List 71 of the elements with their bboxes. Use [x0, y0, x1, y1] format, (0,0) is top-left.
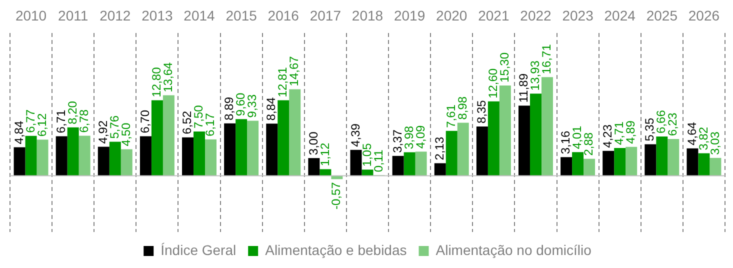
- data-label: 4,50: [118, 122, 133, 146]
- data-label: 16,71: [540, 44, 554, 74]
- x-tick-label: 2024: [604, 7, 636, 24]
- data-label: 4,09: [413, 124, 428, 149]
- data-label: 5,76: [107, 115, 122, 139]
- legend-label: Índice Geral: [160, 242, 236, 258]
- x-tick-label: 2022: [520, 7, 552, 24]
- data-label: 3,37: [390, 129, 404, 153]
- data-label: 6,71: [54, 110, 68, 134]
- x-tick-label: 2018: [352, 7, 384, 24]
- data-label: 13,93: [528, 60, 542, 91]
- data-label: 9,33: [245, 94, 260, 118]
- x-tick-label: 2019: [394, 7, 426, 24]
- data-label: 6,23: [666, 112, 680, 136]
- data-label: 8,35: [474, 100, 488, 124]
- data-label: 3,82: [696, 126, 710, 150]
- x-tick-label: 2025: [646, 7, 678, 24]
- data-label: 4,89: [624, 120, 638, 144]
- x-tick-label: 2013: [142, 7, 173, 24]
- data-label: 15,30: [497, 52, 512, 82]
- legend-label: Alimentação e bebidas: [265, 242, 407, 258]
- data-label: 4,39: [348, 123, 362, 147]
- x-tick-label: 2021: [478, 7, 510, 24]
- data-label: 12,60: [486, 68, 500, 98]
- data-label: 6,77: [23, 109, 38, 133]
- data-label: 2,13: [432, 136, 446, 160]
- data-label: 6,66: [654, 110, 668, 134]
- data-label: 8,89: [222, 96, 236, 120]
- data-label: 9,60: [234, 92, 248, 116]
- data-label: 5,35: [642, 118, 657, 142]
- x-tick-label: 2016: [268, 7, 300, 24]
- data-label: 12,81: [276, 66, 290, 98]
- data-label: 12,80: [150, 66, 164, 98]
- data-label: 4,71: [612, 121, 626, 145]
- data-label: 4,92: [96, 120, 110, 144]
- data-label: 7,61: [444, 104, 458, 128]
- data-label: 8,98: [455, 96, 470, 120]
- data-label: 4,84: [12, 120, 26, 144]
- data-label: 7,50: [192, 104, 206, 129]
- data-label: 3,98: [402, 126, 416, 150]
- data-label: 3,16: [558, 130, 573, 154]
- x-tick-label: 2014: [184, 7, 216, 24]
- data-label: 1,12: [318, 142, 332, 166]
- x-tick-label: 2026: [688, 7, 720, 24]
- data-label: 8,84: [264, 96, 278, 121]
- data-label: 11,89: [516, 73, 531, 103]
- x-tick-label: 2020: [436, 7, 468, 24]
- data-label: 8,20: [65, 100, 80, 124]
- legend-label: Alimentação no domicílio: [436, 242, 592, 258]
- x-tick-label: 2010: [15, 7, 47, 24]
- data-label: 4,64: [684, 122, 699, 146]
- data-label: 0,11: [371, 149, 386, 172]
- data-label: 1,05: [360, 142, 374, 167]
- data-label: 6,12: [34, 112, 49, 137]
- data-label: 6,70: [138, 110, 152, 134]
- data-label: 2,88: [582, 132, 596, 156]
- data-label: 6,17: [203, 112, 218, 136]
- data-label: 3,03: [708, 131, 722, 155]
- x-tick-label: 2015: [226, 7, 258, 24]
- x-tick-label: 2017: [310, 7, 342, 24]
- data-label: 14,67: [287, 56, 302, 86]
- data-label: 3,00: [306, 131, 320, 156]
- x-tick-label: 2012: [100, 7, 131, 24]
- data-label: 13,64: [161, 62, 176, 92]
- x-tick-label: 2011: [58, 7, 88, 24]
- data-label: 6,52: [180, 110, 194, 134]
- data-label: 4,01: [570, 125, 584, 150]
- x-tick-label: 2023: [562, 7, 594, 24]
- data-label: -0,57: [329, 182, 344, 210]
- data-label: 6,78: [76, 109, 91, 133]
- data-label: 4,23: [600, 124, 615, 148]
